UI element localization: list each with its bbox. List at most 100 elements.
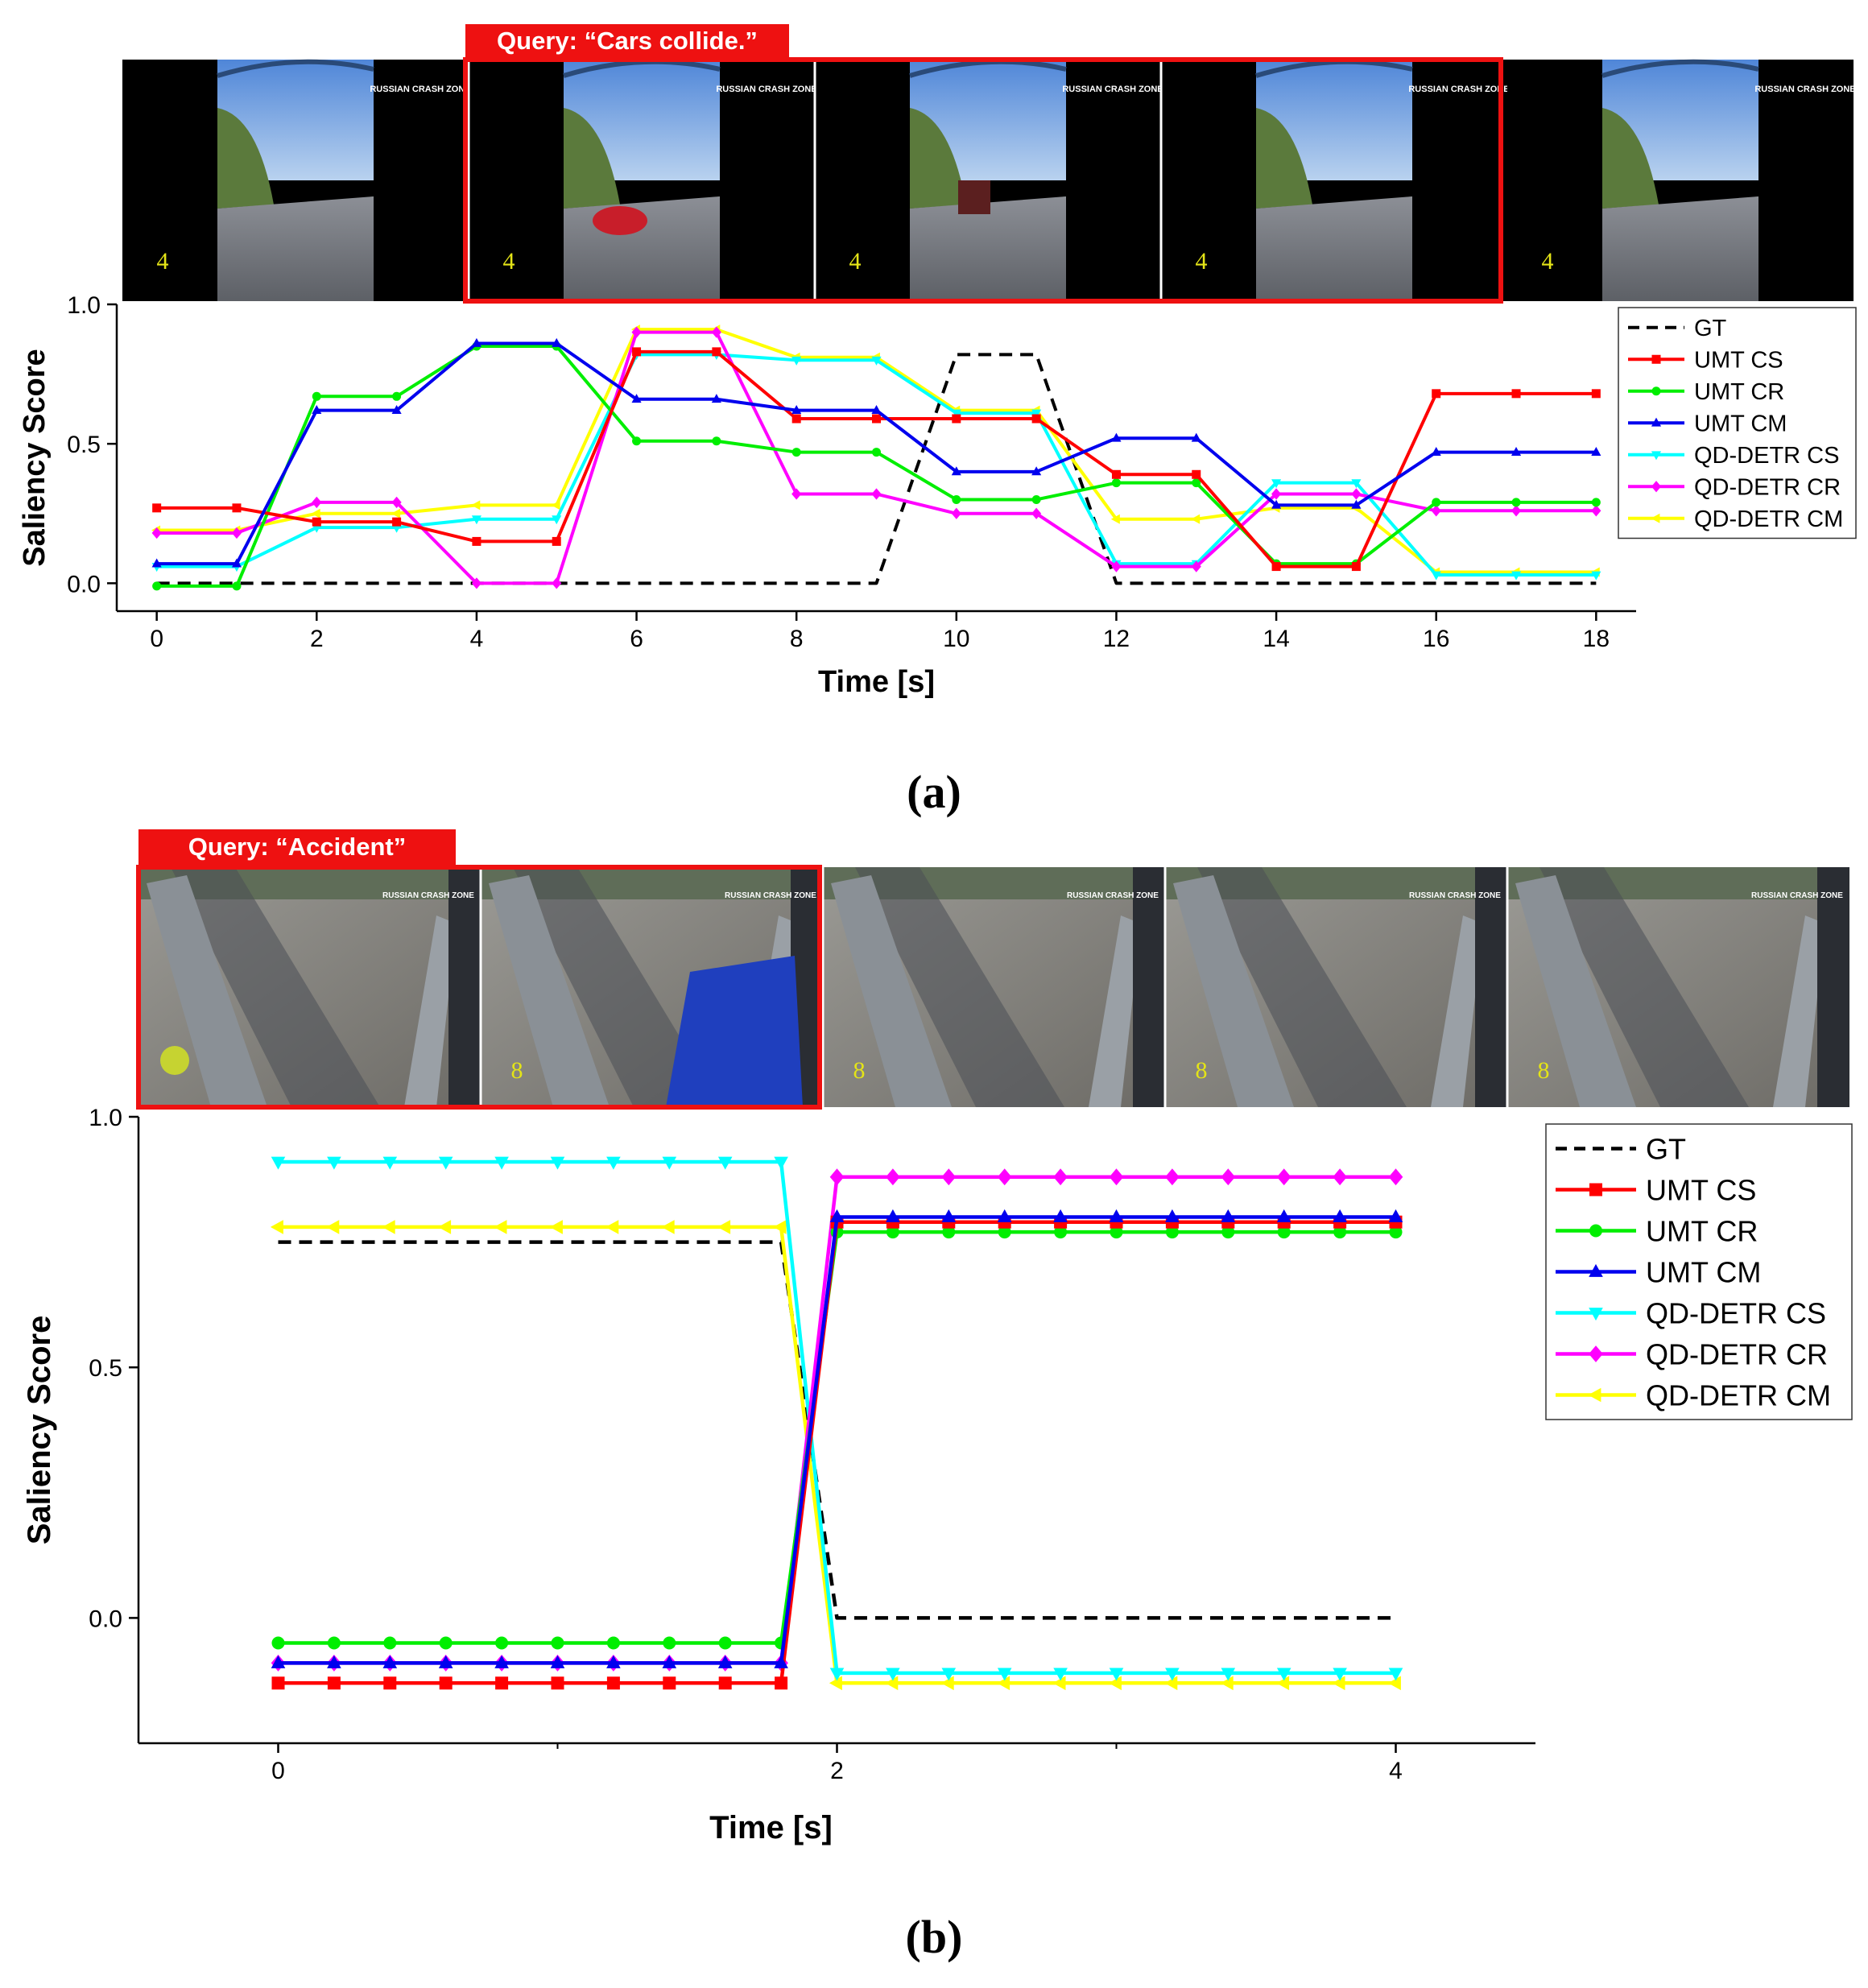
series-gt — [278, 1240, 1396, 1620]
data-point — [1589, 1224, 1602, 1238]
data-point — [718, 1676, 732, 1690]
data-point — [606, 1676, 620, 1690]
data-point — [312, 517, 321, 527]
data-point — [471, 337, 481, 347]
frame-pole — [1475, 867, 1507, 1107]
frame-trees — [564, 108, 620, 209]
data-point — [472, 536, 481, 546]
query-label-a: Query: “Cars collide.” — [497, 27, 758, 55]
y-axis-label: Saliency Score — [18, 349, 52, 566]
series-qd-detr-cs — [151, 350, 1601, 581]
query-tag-b — [138, 829, 456, 866]
frame-shadow — [1197, 867, 1407, 1107]
legend: GT UMT CS UMT CR UMT CM QD-DETR CS QD-DETR CR… — [1545, 1123, 1853, 1420]
y-tick-label: 0.5 — [67, 432, 101, 458]
data-point — [631, 394, 642, 403]
data-point — [1191, 432, 1201, 442]
data-point — [326, 1220, 340, 1234]
frame-shadow — [855, 867, 1064, 1107]
x-tick-label: 2 — [310, 626, 324, 652]
data-point — [871, 488, 882, 500]
data-point — [1651, 354, 1661, 364]
series-qd-detr-cr — [151, 326, 1601, 589]
video-frames-b: RUSSIAN CRASH ZONE 8 RUSSIAN CRASH ZONE 8 RU… — [138, 867, 1849, 1107]
data-point — [1651, 481, 1662, 493]
data-point — [439, 1676, 453, 1690]
series-umt-cm — [271, 1209, 1403, 1668]
data-point — [1388, 1209, 1403, 1222]
data-point — [1511, 498, 1521, 507]
frame-watermark: RUSSIAN CRASH ZONE — [1754, 85, 1855, 94]
data-point — [327, 1156, 341, 1170]
data-point — [951, 507, 961, 519]
data-point — [712, 347, 721, 357]
data-point — [775, 1676, 788, 1690]
x-tick-label: 18 — [1583, 626, 1610, 652]
panel-a: 4 RUSSIAN CRASH ZONE 4 RUSSIAN CRASH ZONE 4 R… — [18, 24, 1857, 818]
y-axis-label: Saliency Score — [22, 1316, 57, 1545]
legend-label: UMT CS — [1694, 348, 1783, 374]
data-point — [550, 1655, 565, 1668]
caption-b: (b) — [906, 1911, 963, 1963]
data-point — [495, 1676, 509, 1690]
data-point — [605, 1220, 619, 1234]
frame-overlay-number: 8 — [1538, 1057, 1550, 1084]
data-point — [1165, 1668, 1180, 1681]
data-point — [1165, 1209, 1180, 1222]
axes: 0.0 0.5 1.0 0 2 4 Time [s] Saliency Score — [22, 1105, 1535, 1845]
data-point — [1191, 514, 1201, 524]
data-point — [1351, 499, 1362, 509]
series-qd-detr-cm — [270, 1220, 1401, 1691]
y-tick-label: 1.0 — [67, 292, 101, 319]
frame-road — [1256, 196, 1412, 301]
query-box-b — [136, 865, 822, 1110]
data-point — [662, 1655, 677, 1668]
legend-item: UMT CS — [1556, 1173, 1756, 1206]
data-point — [1031, 414, 1041, 424]
legend-item: QD-DETR CS — [1556, 1296, 1826, 1329]
data-point — [1271, 562, 1281, 572]
data-point — [1220, 1676, 1234, 1691]
data-point — [494, 1156, 509, 1170]
data-point — [494, 1655, 509, 1668]
legend-label: UMT CS — [1646, 1173, 1756, 1206]
series-line — [278, 1240, 1396, 1620]
data-point — [1589, 1263, 1603, 1277]
data-point — [152, 503, 162, 513]
data-point — [1271, 488, 1282, 500]
data-point — [951, 409, 961, 419]
data-point — [662, 1156, 677, 1170]
frame-shadow — [171, 867, 380, 1107]
frame-windshield-wire — [909, 59, 1067, 78]
data-point — [1589, 1345, 1603, 1362]
data-point — [1111, 469, 1121, 479]
data-point — [1192, 469, 1201, 479]
data-point — [271, 1636, 285, 1650]
data-point — [1431, 505, 1441, 517]
frame-watermark: RUSSIAN CRASH ZONE — [725, 891, 816, 900]
data-point — [271, 1676, 285, 1690]
frame-watermark: RUSSIAN CRASH ZONE — [1062, 85, 1163, 94]
chart-b: 0.0 0.5 1.0 0 2 4 Time [s] Saliency Score GT UMT … — [22, 1105, 1853, 1845]
data-point — [1588, 1387, 1601, 1403]
legend-label: GT — [1646, 1132, 1686, 1165]
data-point — [551, 1636, 564, 1650]
data-point — [717, 1156, 733, 1170]
data-point — [1031, 494, 1041, 504]
data-point — [231, 527, 242, 539]
data-point — [471, 577, 481, 589]
data-point — [494, 1220, 507, 1234]
legend-item: UMT CR — [1628, 379, 1784, 405]
data-point — [391, 496, 402, 509]
data-point — [872, 414, 881, 424]
frame-pole — [1817, 867, 1849, 1107]
data-point — [606, 1655, 621, 1668]
data-point — [1388, 1668, 1403, 1681]
data-point — [1388, 1168, 1403, 1186]
series-umt-cr — [271, 1225, 1403, 1650]
frame-debris — [160, 1046, 189, 1075]
legend-item: QD-DETR CM — [1628, 506, 1843, 532]
data-point — [312, 391, 321, 401]
data-point — [1591, 505, 1601, 517]
